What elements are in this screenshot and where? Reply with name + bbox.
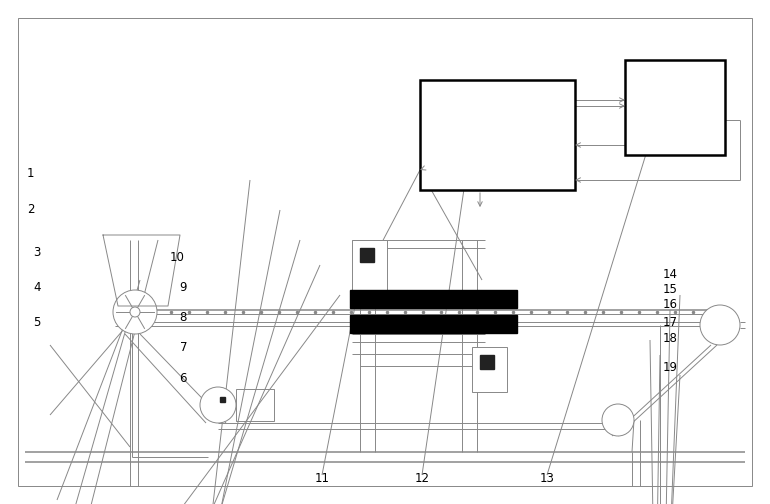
Bar bbox=[625, 60, 725, 155]
Text: 2: 2 bbox=[27, 203, 35, 216]
Bar bbox=[220, 397, 225, 402]
Bar bbox=[420, 80, 575, 190]
Text: 6: 6 bbox=[179, 371, 187, 385]
Bar bbox=[360, 248, 374, 262]
Text: 7: 7 bbox=[179, 341, 187, 354]
Bar bbox=[350, 290, 517, 308]
Circle shape bbox=[130, 307, 140, 317]
Text: 5: 5 bbox=[33, 316, 41, 329]
Bar bbox=[350, 315, 517, 333]
Circle shape bbox=[200, 387, 236, 423]
Circle shape bbox=[113, 290, 157, 334]
Text: 8: 8 bbox=[179, 311, 187, 324]
Text: 18: 18 bbox=[662, 332, 678, 345]
Bar bbox=[472, 347, 507, 392]
Text: 16: 16 bbox=[662, 298, 678, 311]
Bar bbox=[236, 389, 274, 421]
Circle shape bbox=[602, 404, 634, 436]
Text: 12: 12 bbox=[414, 472, 430, 485]
Text: 15: 15 bbox=[662, 283, 678, 296]
Text: 19: 19 bbox=[662, 361, 678, 374]
Text: 9: 9 bbox=[179, 281, 187, 294]
Circle shape bbox=[700, 305, 740, 345]
Text: 10: 10 bbox=[169, 250, 185, 264]
Text: 13: 13 bbox=[539, 472, 554, 485]
Text: 14: 14 bbox=[662, 268, 678, 281]
Bar bbox=[480, 355, 494, 369]
Text: 17: 17 bbox=[662, 316, 678, 329]
Bar bbox=[352, 240, 387, 290]
Text: 4: 4 bbox=[33, 281, 41, 294]
Text: 1: 1 bbox=[27, 167, 35, 180]
Text: 11: 11 bbox=[314, 472, 330, 485]
Text: 3: 3 bbox=[33, 245, 41, 259]
